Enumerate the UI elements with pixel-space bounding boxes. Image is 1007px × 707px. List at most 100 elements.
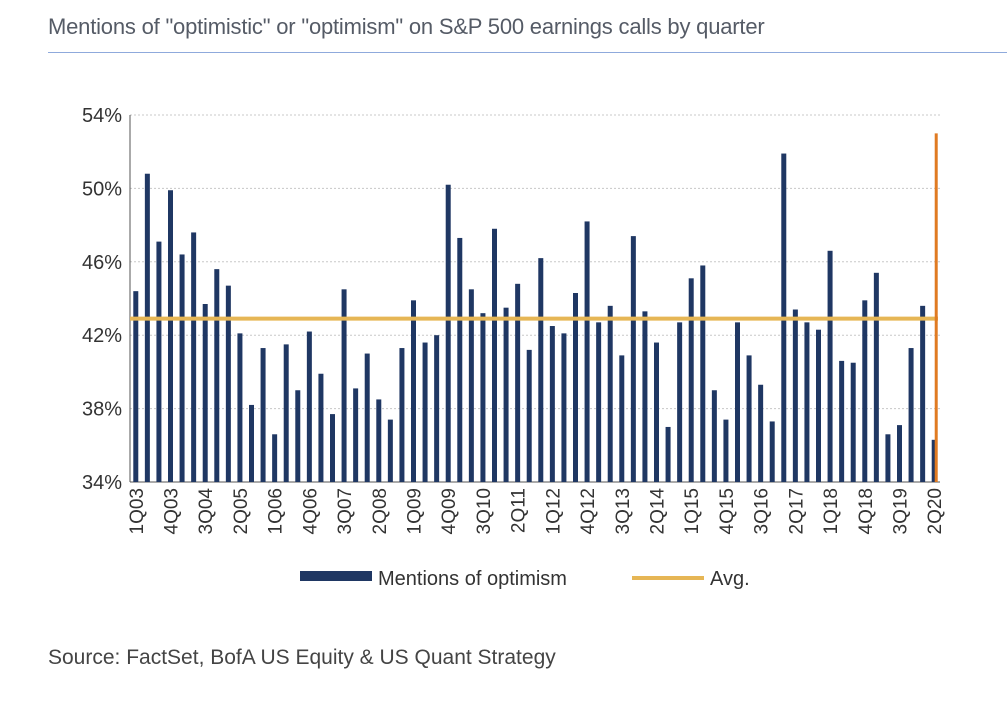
x-tick-label: 2Q11 bbox=[509, 488, 530, 533]
bar bbox=[237, 333, 243, 482]
bar bbox=[897, 425, 902, 482]
x-tick-label: 4Q03 bbox=[162, 488, 183, 534]
bar bbox=[249, 404, 254, 482]
x-tick-label: 4Q15 bbox=[717, 488, 738, 534]
x-tick-label: 4Q06 bbox=[300, 488, 321, 534]
bar bbox=[387, 419, 393, 482]
bar bbox=[862, 300, 868, 482]
x-tick-label: 2Q17 bbox=[786, 488, 807, 534]
bar bbox=[700, 265, 706, 482]
x-tick-label: 2Q14 bbox=[648, 488, 669, 535]
bar bbox=[457, 237, 463, 482]
bar bbox=[885, 434, 891, 482]
bar bbox=[816, 329, 821, 482]
bar bbox=[306, 331, 312, 482]
x-tick-label: 4Q18 bbox=[856, 488, 877, 534]
bar bbox=[908, 348, 914, 482]
x-tick-label: 3Q13 bbox=[613, 488, 634, 534]
bar bbox=[873, 272, 879, 482]
bar bbox=[561, 333, 567, 482]
x-tick-label: 1Q09 bbox=[405, 488, 426, 534]
chart-title: Mentions of "optimistic" or "optimism" o… bbox=[48, 14, 765, 39]
x-tick-label: 1Q06 bbox=[266, 488, 287, 534]
bar bbox=[839, 360, 845, 482]
bar bbox=[191, 232, 197, 482]
x-tick-label: 3Q16 bbox=[752, 488, 773, 534]
bar bbox=[468, 289, 474, 482]
x-tick-label: 4Q09 bbox=[439, 488, 460, 534]
bar bbox=[202, 304, 208, 482]
bar bbox=[573, 293, 578, 482]
y-tick-label: 42% bbox=[82, 325, 122, 347]
bar bbox=[411, 300, 416, 482]
x-tick-label: 1Q03 bbox=[127, 488, 148, 534]
y-tick-label: 38% bbox=[82, 399, 122, 421]
bar bbox=[353, 388, 359, 482]
legend-label: Mentions of optimism bbox=[378, 568, 567, 590]
bar bbox=[283, 344, 289, 483]
bar bbox=[168, 190, 173, 483]
legend-label: Avg. bbox=[710, 568, 750, 590]
x-tick-label: 2Q05 bbox=[231, 488, 252, 534]
bar bbox=[920, 305, 926, 482]
x-tick-label: 1Q18 bbox=[821, 488, 842, 534]
bar bbox=[827, 250, 833, 482]
title-divider bbox=[48, 52, 1007, 53]
bar bbox=[931, 439, 937, 482]
bar bbox=[538, 258, 544, 482]
bar bbox=[630, 236, 636, 482]
y-tick-label: 54% bbox=[82, 105, 122, 127]
source-note: Source: FactSet, BofA US Equity & US Qua… bbox=[48, 646, 556, 669]
bar bbox=[792, 309, 798, 482]
bar bbox=[445, 184, 451, 483]
x-tick-label: 3Q07 bbox=[335, 488, 356, 534]
bar bbox=[214, 269, 220, 482]
bar bbox=[665, 426, 671, 482]
bar bbox=[723, 419, 729, 482]
bar bbox=[492, 228, 497, 482]
bar bbox=[318, 373, 324, 482]
legend-bar-swatch bbox=[300, 571, 372, 581]
y-tick-label: 34% bbox=[82, 472, 122, 494]
bar bbox=[179, 254, 185, 482]
bar bbox=[654, 342, 659, 482]
bar bbox=[144, 173, 150, 482]
bar bbox=[850, 362, 856, 482]
bar bbox=[399, 348, 405, 482]
x-tick-label: 3Q19 bbox=[891, 488, 912, 534]
bar bbox=[549, 326, 555, 482]
x-tick-label: 3Q10 bbox=[474, 488, 495, 534]
bar bbox=[526, 349, 532, 482]
bar bbox=[677, 322, 683, 482]
bar bbox=[133, 291, 139, 482]
bar bbox=[596, 322, 602, 482]
bar bbox=[480, 313, 486, 482]
x-tick-label: 1Q12 bbox=[543, 488, 564, 534]
bar bbox=[272, 434, 278, 482]
bar bbox=[584, 221, 590, 482]
bar bbox=[376, 399, 382, 482]
bar bbox=[295, 390, 301, 482]
bar bbox=[804, 322, 810, 482]
x-tick-label: 1Q15 bbox=[682, 488, 703, 534]
bar bbox=[758, 384, 764, 482]
bar bbox=[225, 285, 231, 482]
bar bbox=[619, 355, 625, 482]
bar bbox=[515, 283, 521, 482]
bar bbox=[746, 355, 752, 482]
bar bbox=[769, 421, 775, 482]
x-tick-label: 4Q12 bbox=[578, 488, 599, 534]
y-tick-label: 46% bbox=[82, 252, 122, 274]
x-tick-label: 2Q08 bbox=[370, 488, 391, 534]
bar bbox=[607, 305, 613, 482]
bar bbox=[341, 289, 347, 482]
bar bbox=[364, 353, 370, 482]
bar bbox=[260, 348, 266, 482]
bar bbox=[688, 278, 694, 482]
bar bbox=[503, 307, 509, 482]
bar-chart: 34% 38% 42% 46% 50% 54% 1Q03 4Q03 3Q04 2Q05 1Q06 4Q… bbox=[82, 105, 946, 590]
bar bbox=[434, 335, 440, 482]
bar bbox=[735, 322, 740, 482]
y-tick-label: 50% bbox=[82, 178, 122, 200]
bar bbox=[642, 311, 648, 482]
